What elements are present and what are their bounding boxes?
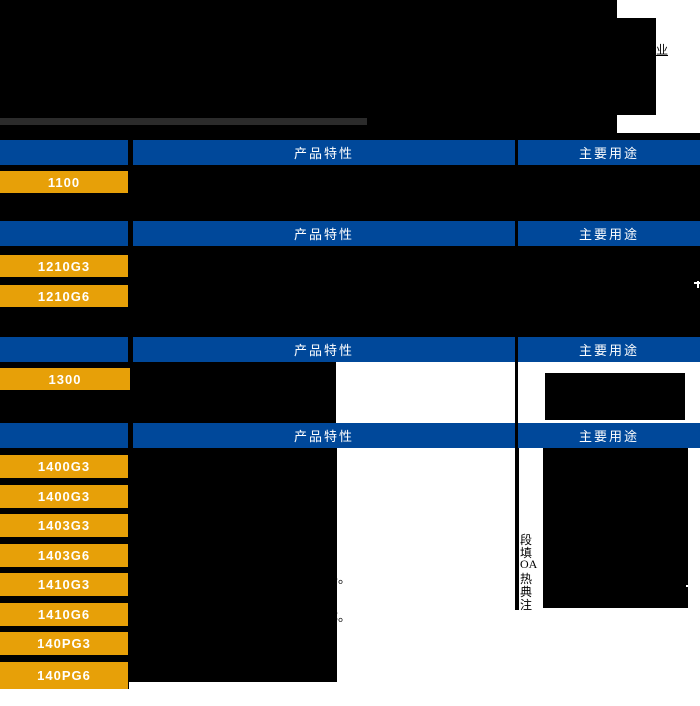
text-block-mask-t3-uses [545, 373, 685, 420]
uses-text-fragment-2: 填 [520, 546, 533, 560]
uses-text-fragment-5: 典 [520, 585, 533, 599]
header-uses-col: 主要用途 [518, 221, 700, 246]
grade-cell: 1400G3 [0, 455, 128, 478]
header-product-col [0, 140, 128, 165]
grade-cell: 1210G3 [0, 255, 128, 277]
uses-text-fragment-1: 段 [520, 533, 533, 547]
grade-cell: 140PG6 [0, 662, 128, 689]
text-block-mask-top [617, 18, 656, 115]
white-glyph-remnant-1b [697, 281, 699, 288]
header-product-col [0, 221, 128, 246]
white-region-bottom-mid [129, 682, 336, 690]
header-product-col [0, 423, 128, 448]
header-uses-col: 主要用途 [518, 423, 700, 448]
white-glyph-remnant-2 [686, 585, 693, 587]
header-features-col: 产品特性 [133, 140, 515, 165]
column-gap-line-t3 [515, 362, 518, 423]
grade-cell: 1410G6 [0, 603, 128, 626]
header-features-col: 产品特性 [133, 423, 515, 448]
grade-cell: 1403G3 [0, 514, 128, 537]
grade-cell: 1403G6 [0, 544, 128, 567]
uses-text-fragment-6: 注 [520, 598, 533, 612]
header-features-col: 产品特性 [133, 221, 515, 246]
column-gap-line-t4 [515, 448, 519, 610]
grade-cell: 1100 [0, 171, 128, 193]
uses-text-fragment-4: 热 [520, 572, 533, 586]
grade-cell: 140PG3 [0, 632, 128, 655]
header-uses-col: 主要用途 [518, 140, 700, 165]
white-region-bottom-left [0, 689, 336, 706]
header-uses-col: 主要用途 [518, 337, 700, 362]
header-features-col: 产品特性 [133, 337, 515, 362]
grade-cell: 1300 [0, 368, 130, 390]
faint-heading-band [0, 118, 367, 125]
header-product-col [0, 337, 128, 362]
text-block-mask-t4-features [129, 448, 337, 682]
white-region-t3-features [336, 362, 515, 423]
grade-cell: 1400G3 [0, 485, 128, 508]
grade-cell: 1210G6 [0, 285, 128, 307]
text-block-mask-t4-uses [543, 448, 688, 608]
uses-text-fragment-3: OA [520, 557, 538, 571]
white-glyph-remnant-2b [690, 586, 692, 593]
grade-cell: 1410G3 [0, 573, 128, 596]
